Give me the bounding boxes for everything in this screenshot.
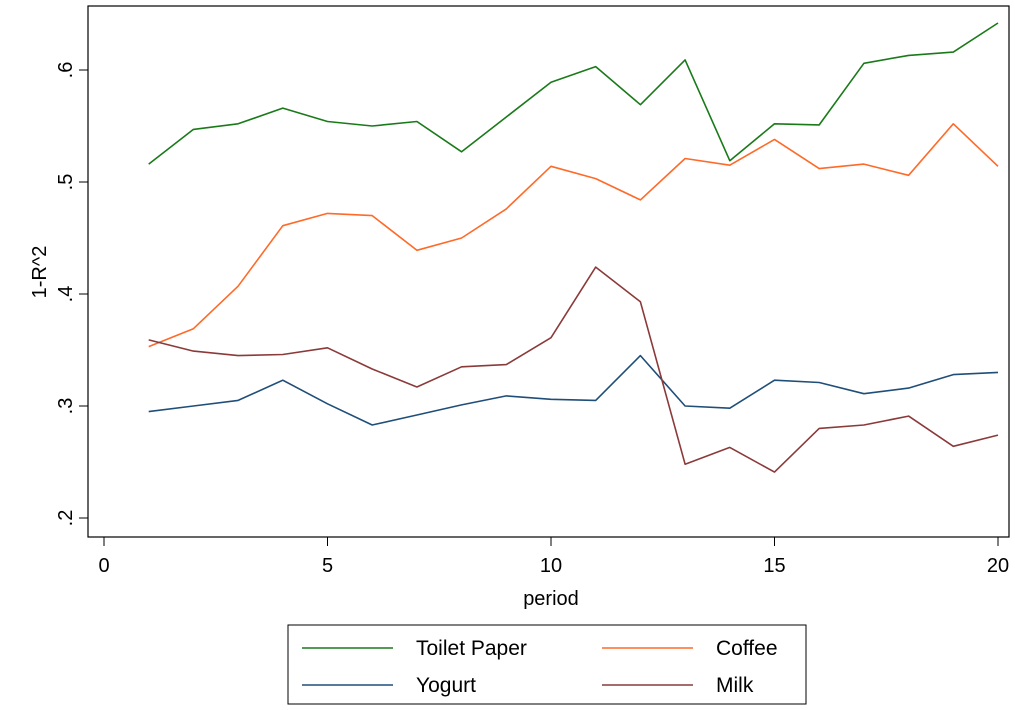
legend-label-toilet-paper: Toilet Paper [416,637,527,660]
series-line-milk [148,266,999,473]
series-line-coffee [148,123,999,348]
y-axis-label: 1-R^2 [29,246,51,299]
y-tick-label: .6 [55,62,77,79]
axis-layer: 0 5 10 15 20 .2 .3 .4 .5 .6 [55,62,1009,577]
y-tick-label: .4 [55,286,77,303]
x-tick-label: 15 [763,555,785,577]
series-line-yogurt [148,354,999,426]
x-tick-label: 20 [987,555,1009,577]
legend-label-coffee: Coffee [716,637,778,660]
legend-label-yogurt: Yogurt [416,674,476,697]
legend: Toilet Paper Coffee Yogurt Milk [287,624,807,705]
y-tick-label: .3 [55,398,77,415]
y-tick-label: .2 [55,510,77,527]
legend-label-milk: Milk [716,674,754,697]
y-tick-label: .5 [55,174,77,191]
x-tick-label: 5 [322,555,333,577]
x-tick-label: 0 [98,555,109,577]
x-axis-label: period [523,588,579,610]
series-line-toilet-paper [148,22,999,165]
series-layer [148,22,999,473]
x-tick-label: 10 [540,555,562,577]
legend-box [287,624,807,705]
plot-frame [87,5,1010,538]
